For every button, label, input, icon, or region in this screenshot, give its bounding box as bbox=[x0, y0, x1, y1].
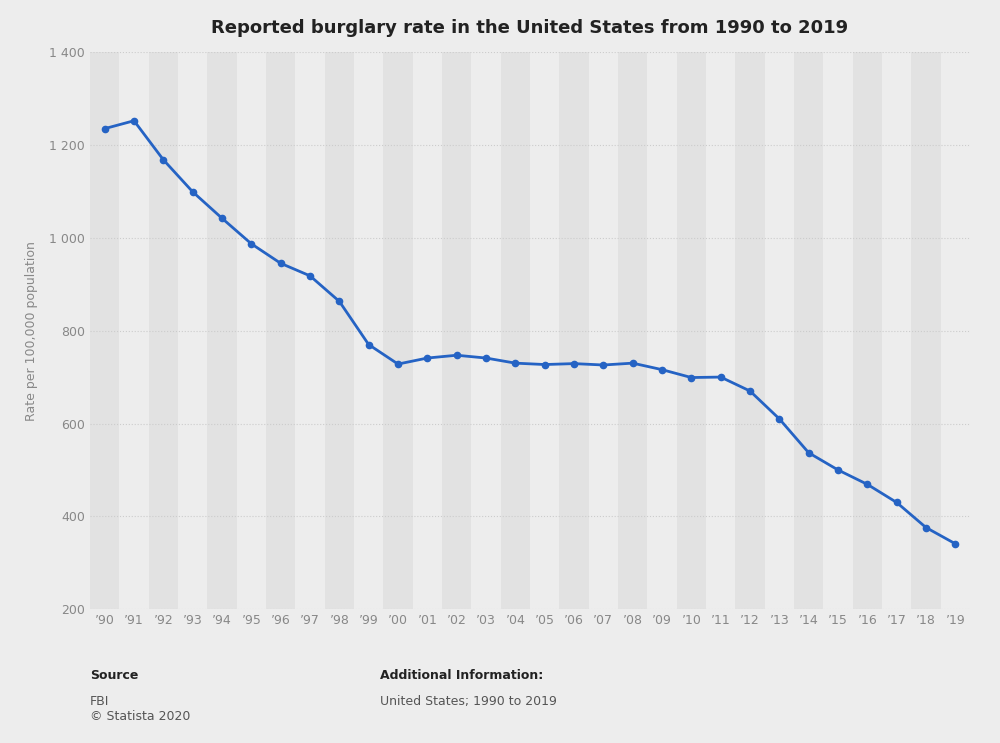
Bar bbox=[823, 52, 853, 609]
Text: Source: Source bbox=[90, 669, 138, 681]
Bar bbox=[442, 52, 471, 609]
Bar bbox=[559, 52, 589, 609]
Bar bbox=[589, 52, 618, 609]
Bar bbox=[149, 52, 178, 609]
Bar bbox=[941, 52, 970, 609]
Bar bbox=[501, 52, 530, 609]
Bar bbox=[765, 52, 794, 609]
Bar bbox=[735, 52, 765, 609]
Bar bbox=[911, 52, 941, 609]
Bar bbox=[647, 52, 677, 609]
Bar bbox=[295, 52, 325, 609]
Title: Reported burglary rate in the United States from 1990 to 2019: Reported burglary rate in the United Sta… bbox=[211, 19, 849, 36]
Bar bbox=[119, 52, 149, 609]
Bar bbox=[207, 52, 237, 609]
Bar bbox=[266, 52, 295, 609]
Y-axis label: Rate per 100,000 population: Rate per 100,000 population bbox=[25, 241, 38, 421]
Bar bbox=[413, 52, 442, 609]
Bar bbox=[706, 52, 735, 609]
Bar bbox=[237, 52, 266, 609]
Bar bbox=[530, 52, 559, 609]
Bar bbox=[618, 52, 647, 609]
Bar bbox=[794, 52, 823, 609]
Bar bbox=[354, 52, 383, 609]
Text: Additional Information:: Additional Information: bbox=[380, 669, 543, 681]
Text: United States; 1990 to 2019: United States; 1990 to 2019 bbox=[380, 695, 557, 707]
Bar bbox=[90, 52, 119, 609]
Bar bbox=[853, 52, 882, 609]
Bar bbox=[677, 52, 706, 609]
Bar bbox=[325, 52, 354, 609]
Bar bbox=[471, 52, 501, 609]
Text: FBI
© Statista 2020: FBI © Statista 2020 bbox=[90, 695, 190, 723]
Bar bbox=[882, 52, 911, 609]
Bar bbox=[178, 52, 207, 609]
Bar bbox=[383, 52, 413, 609]
